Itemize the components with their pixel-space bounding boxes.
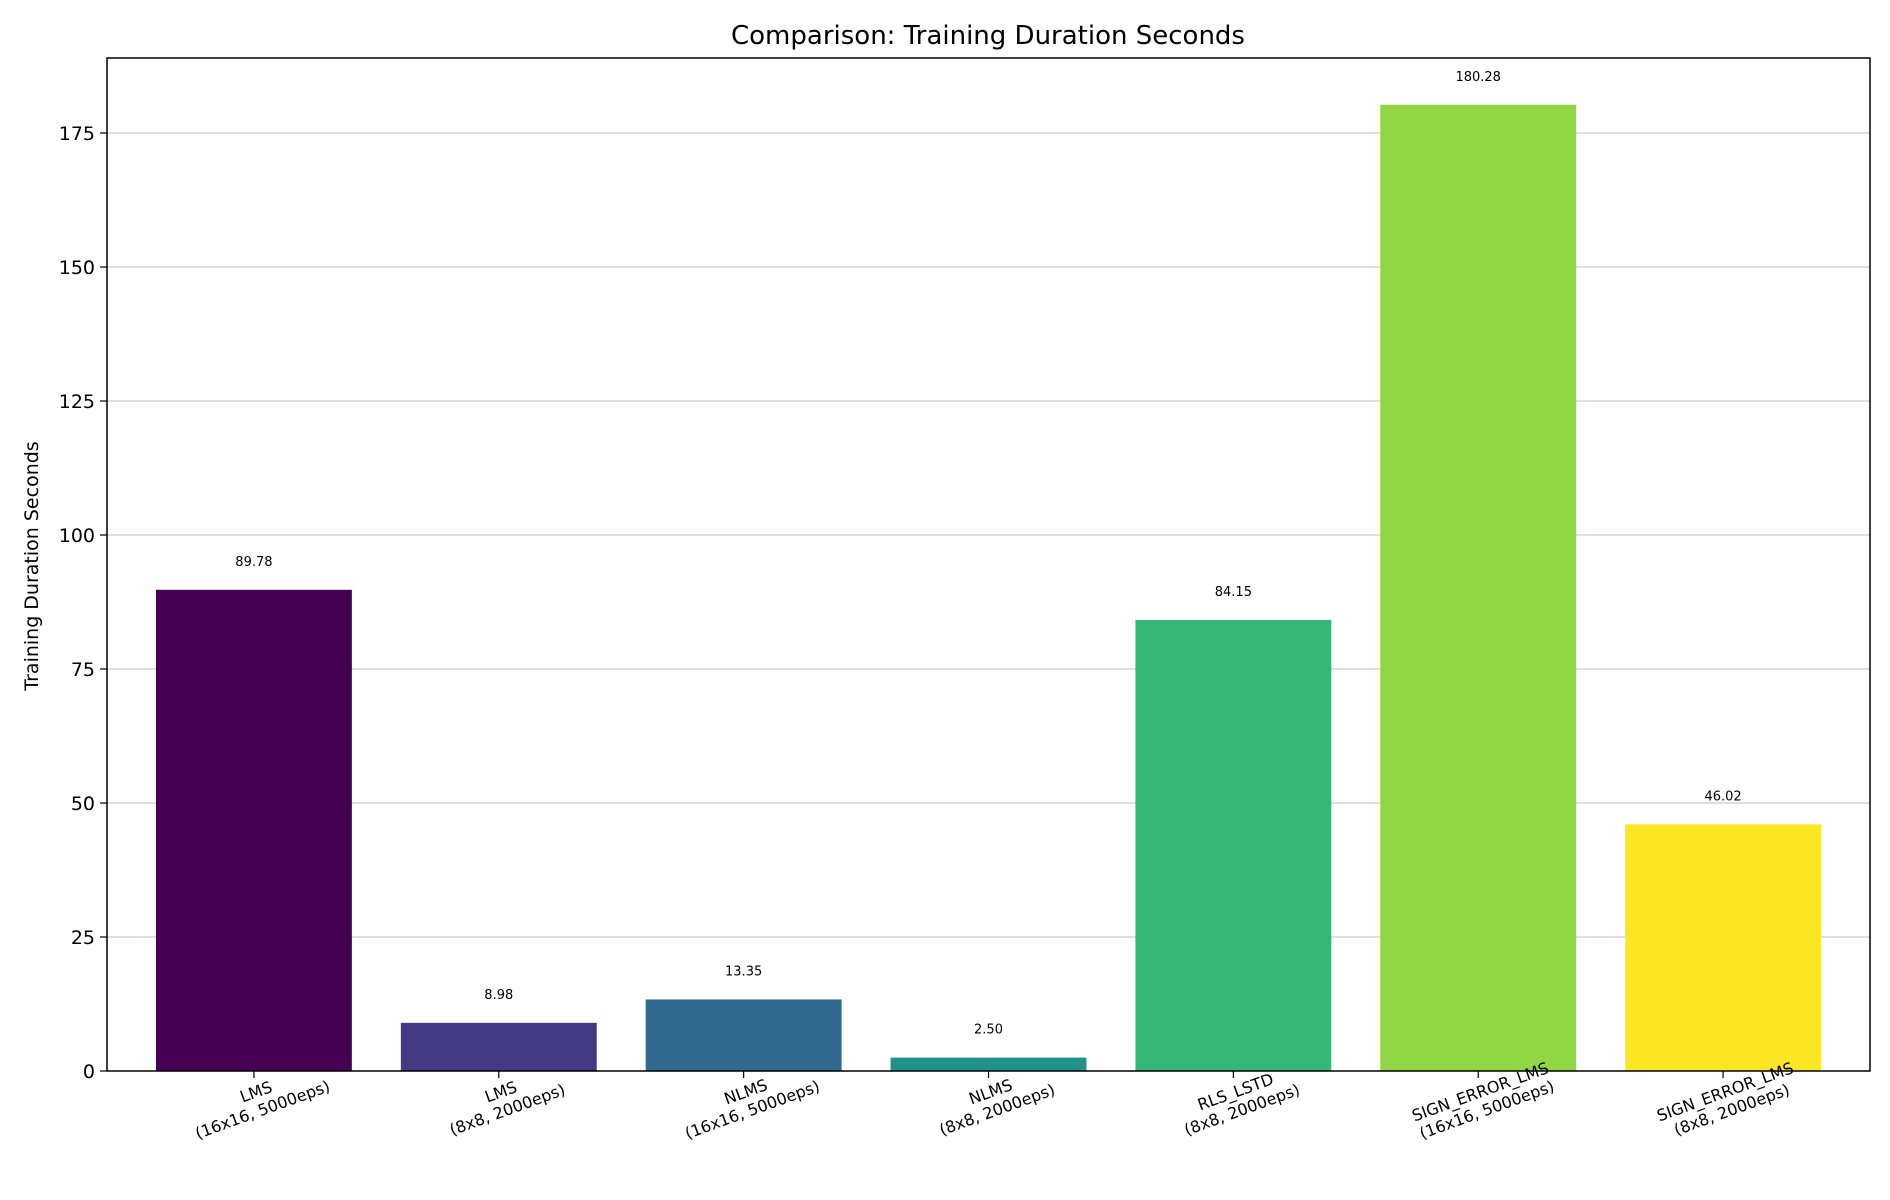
bar-6 xyxy=(1625,824,1822,1071)
data-label-3: 2.50 xyxy=(974,1023,1003,1038)
bar-5 xyxy=(1380,104,1577,1071)
grid-lines xyxy=(107,132,1870,938)
plot-frame xyxy=(106,57,1871,1072)
data-label-4: 84.15 xyxy=(1215,585,1252,600)
bars xyxy=(155,104,1822,1071)
y-tick-label-2: 50 xyxy=(71,793,95,815)
y-tick-label-7: 175 xyxy=(59,123,95,145)
y-axis-ticks: 0 25 50 75 100 125 150 175 xyxy=(59,123,107,1083)
data-label-2: 13.35 xyxy=(725,965,762,980)
bar-4 xyxy=(1135,619,1332,1071)
y-tick-label-1: 25 xyxy=(71,927,95,949)
data-label-6: 46.02 xyxy=(1704,789,1741,804)
y-tick-label-0: 0 xyxy=(83,1061,95,1083)
data-label-1: 8.98 xyxy=(484,988,513,1003)
y-tick-label-5: 125 xyxy=(59,391,95,413)
data-label-0: 89.78 xyxy=(235,555,272,570)
x-tick-label-3: NLMS(8x8, 2000eps) xyxy=(937,1075,1058,1139)
bar-1 xyxy=(400,1022,597,1071)
chart-title: Comparison: Training Duration Seconds xyxy=(731,21,1245,51)
bar-3 xyxy=(890,1057,1087,1071)
y-tick-label-6: 150 xyxy=(59,257,95,279)
data-labels: 89.78 8.98 13.35 2.50 84.15 180.28 46.02 xyxy=(235,70,1741,1038)
y-tick-label-3: 75 xyxy=(71,659,95,681)
y-tick-label-4: 100 xyxy=(59,525,95,547)
x-tick-label-1: LMS(8x8, 2000eps) xyxy=(447,1077,568,1139)
x-tick-label-4: RLS_LSTD(8x8, 2000eps) xyxy=(1182,1069,1303,1139)
data-label-5: 180.28 xyxy=(1455,70,1501,85)
bar-0 xyxy=(155,589,352,1071)
bar-2 xyxy=(645,999,842,1071)
y-axis-label: Training Duration Seconds xyxy=(21,441,43,691)
